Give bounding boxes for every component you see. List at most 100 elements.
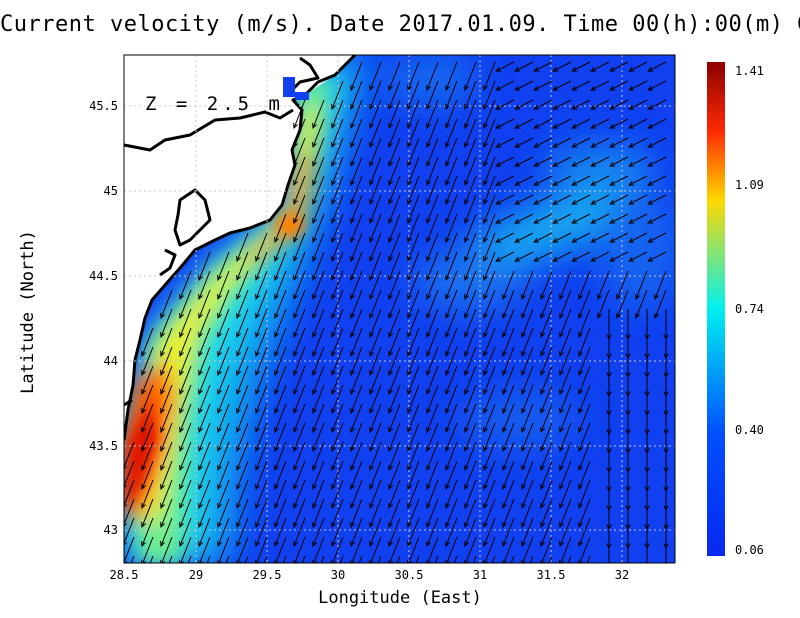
velocity-arrow-head [483, 540, 488, 547]
velocity-arrow-head [388, 255, 393, 262]
velocity-arrow [179, 517, 192, 547]
velocity-arrow [521, 498, 534, 528]
velocity-arrow [495, 137, 515, 148]
velocity-arrow-head [559, 521, 564, 528]
velocity-arrow [647, 251, 667, 262]
velocity-arrow [540, 517, 553, 547]
velocity-arrow [331, 498, 344, 528]
velocity-arrow-head [407, 179, 412, 186]
velocity-arrow-head [369, 407, 374, 414]
velocity-arrow-head [445, 217, 450, 224]
velocity-arrow-head [426, 293, 431, 300]
velocity-arrow [464, 441, 477, 471]
velocity-arrow-head [369, 350, 374, 357]
velocity-arrow [464, 403, 477, 433]
velocity-arrow-head [198, 521, 203, 528]
velocity-arrow [236, 327, 249, 357]
velocity-arrow [236, 498, 249, 528]
velocity-arrow [350, 251, 363, 281]
velocity-arrow [483, 517, 496, 547]
velocity-arrow [426, 137, 439, 167]
velocity-arrow [559, 517, 572, 547]
velocity-arrow-head [445, 236, 450, 243]
velocity-arrow-head [426, 521, 431, 528]
velocity-arrow-head [293, 426, 298, 433]
velocity-arrow-head [426, 198, 431, 205]
velocity-arrow [445, 80, 458, 110]
velocity-arrow [274, 251, 287, 281]
velocity-arrow [521, 403, 534, 433]
velocity-arrow [217, 308, 230, 338]
velocity-arrow-head [198, 293, 203, 300]
velocity-arrow [312, 460, 325, 490]
velocity-arrow [464, 479, 477, 509]
velocity-arrow-head [540, 464, 545, 471]
velocity-arrow [312, 365, 325, 395]
velocity-arrow [198, 365, 211, 395]
velocity-arrow-head [502, 407, 507, 414]
velocity-arrow-head [274, 293, 279, 300]
velocity-arrow-head [179, 445, 184, 452]
velocity-arrow [533, 232, 553, 243]
velocity-arrow [293, 479, 306, 509]
velocity-arrow [407, 346, 420, 376]
velocity-arrow-head [635, 312, 640, 319]
velocity-arrow-head [552, 199, 559, 205]
velocity-arrow-head [559, 426, 564, 433]
velocity-arrow [301, 555, 306, 563]
velocity-arrow-head [579, 579, 583, 584]
velocity-arrow-head [274, 540, 279, 547]
velocity-arrow [597, 270, 610, 300]
velocity-arrow [484, 536, 496, 563]
velocity-arrow-head [578, 521, 583, 528]
velocity-arrow [179, 422, 192, 452]
velocity-arrow-head [255, 331, 260, 338]
velocity-arrow-head [369, 103, 374, 110]
velocity-arrow [160, 327, 173, 357]
colorbar [707, 62, 725, 556]
velocity-arrow [320, 555, 325, 563]
velocity-arrow-head [426, 122, 431, 129]
velocity-arrow-head [578, 350, 583, 357]
x-tick-label: 30 [331, 568, 345, 582]
velocity-arrow-head [609, 256, 616, 262]
velocity-arrow-head [236, 445, 241, 452]
velocity-arrow-head [160, 521, 165, 528]
velocity-arrow-head [217, 350, 222, 357]
velocity-arrow-head [293, 502, 298, 509]
velocity-arrow [540, 441, 553, 471]
velocity-arrow [483, 232, 496, 262]
velocity-arrow [217, 441, 230, 471]
velocity-arrow-head [179, 350, 184, 357]
velocity-arrow-head [628, 66, 635, 72]
velocity-arrow-head [369, 255, 374, 262]
velocity-arrow [514, 118, 534, 129]
velocity-arrow-head [502, 369, 507, 376]
velocity-arrow-head [160, 445, 165, 452]
velocity-arrow [464, 270, 477, 300]
velocity-arrow-head [274, 255, 279, 262]
velocity-arrow-head [350, 236, 355, 243]
velocity-arrow-head [388, 103, 393, 110]
velocity-arrow [388, 346, 401, 376]
velocity-arrow [236, 289, 249, 319]
velocity-arrow-head [407, 293, 412, 300]
velocity-arrow [369, 403, 382, 433]
velocity-arrow-head [464, 293, 469, 300]
velocity-arrow [426, 251, 439, 281]
velocity-arrow [160, 460, 173, 490]
velocity-arrow [571, 213, 591, 224]
velocity-arrow-head [445, 255, 450, 262]
velocity-arrow-head [331, 350, 336, 357]
velocity-arrow-head [445, 160, 450, 167]
velocity-arrow-head [331, 445, 336, 452]
velocity-arrow [313, 536, 325, 563]
velocity-arrow [502, 403, 515, 433]
velocity-arrow-head [179, 293, 184, 300]
velocity-arrow-head [502, 350, 507, 357]
velocity-arrow-head [559, 502, 564, 509]
velocity-arrow-head [483, 445, 488, 452]
velocity-arrow [236, 422, 249, 452]
velocity-arrow [408, 536, 420, 563]
velocity-arrow-head [464, 84, 469, 91]
